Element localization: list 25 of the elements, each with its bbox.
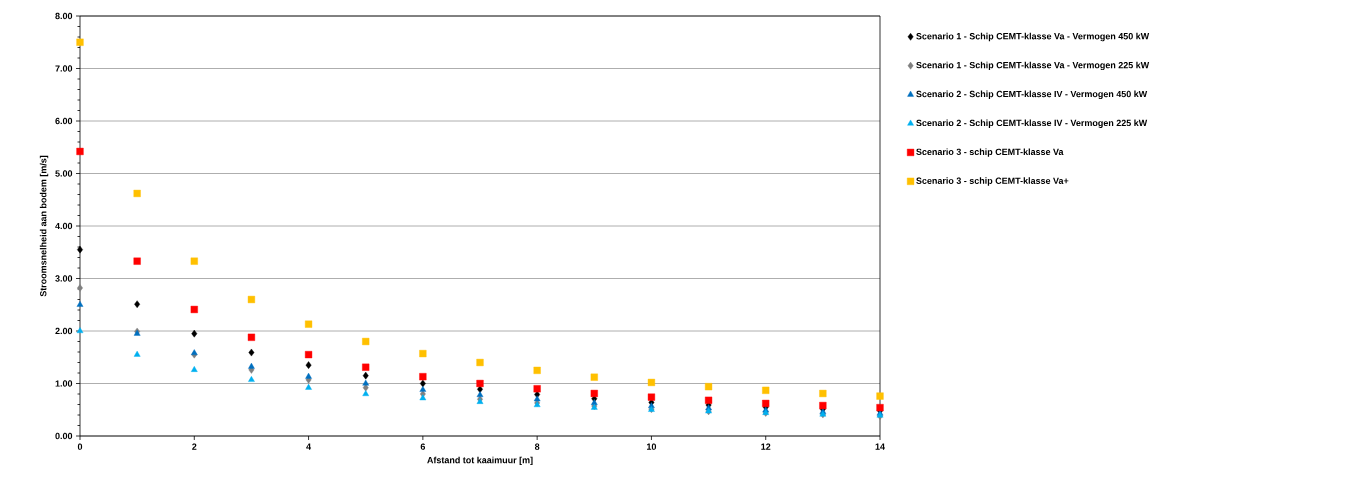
x-axis-title: Afstand tot kaaimuur [m] bbox=[427, 456, 533, 466]
x-tick-label: 2 bbox=[192, 443, 197, 450]
x-tick-label: 14 bbox=[875, 443, 885, 450]
legend-label: Scenario 1 - Schip CEMT-klasse Va - Vermogen 225 kW bbox=[916, 61, 1150, 71]
x-tick-label: 0 bbox=[77, 443, 83, 450]
x-tick-label: 4 bbox=[306, 443, 312, 450]
y-tick-label: 1.00 bbox=[55, 380, 73, 387]
y-tick-label: 7.00 bbox=[55, 65, 73, 72]
y-tick-label: 3.00 bbox=[55, 275, 73, 282]
legend-label: Scenario 1 - Schip CEMT-klasse Va - Vermogen 450 kW bbox=[916, 32, 1150, 42]
y-tick-label: 4.00 bbox=[55, 222, 73, 230]
x-tick-label: 10 bbox=[647, 443, 657, 450]
y-tick-label: 0.00 bbox=[55, 432, 73, 440]
y-tick-label: 6.00 bbox=[55, 117, 73, 125]
legend-label: Scenario 2 - Schip CEMT-klasse IV - Vermogen 225 kW bbox=[916, 119, 1148, 128]
y-tick-label: 5.00 bbox=[55, 170, 73, 177]
y-tick-label: 8.00 bbox=[55, 12, 73, 20]
legend-label: Scenario 2 - Schip CEMT-klasse IV - Vermogen 450 kW bbox=[916, 90, 1148, 100]
x-tick-label: 6 bbox=[420, 443, 426, 450]
x-tick-label: 8 bbox=[534, 443, 540, 450]
x-tick-label: 12 bbox=[761, 443, 771, 450]
y-tick-label: 2.00 bbox=[55, 327, 73, 335]
legend-label: Scenario 3 - schip CEMT-klasse Va bbox=[916, 148, 1064, 157]
y-axis-title: Stroomsnelheid aan bodem [m/s] bbox=[39, 155, 49, 297]
legend-label: Scenario 3 - schip CEMT-klasse Va+ bbox=[916, 177, 1069, 186]
